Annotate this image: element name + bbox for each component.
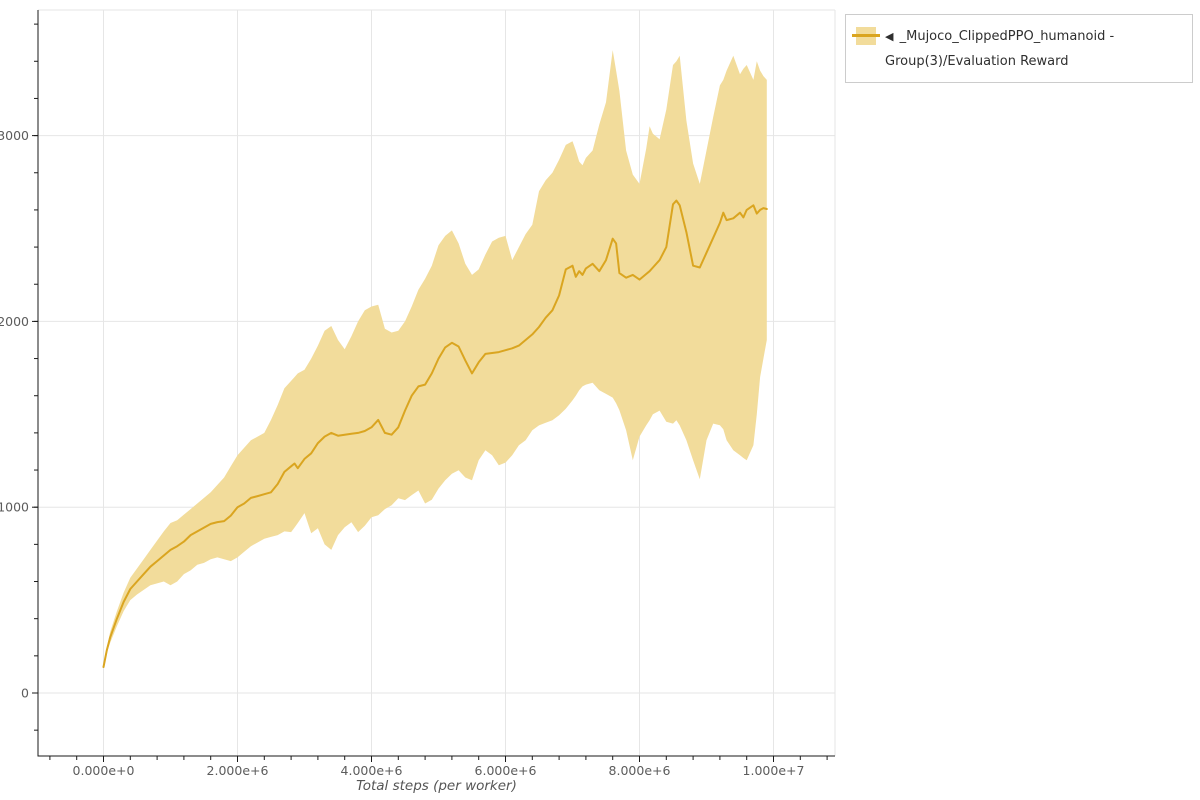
legend-band-swatch-icon xyxy=(852,27,880,45)
x-tick-label: 1.000e+7 xyxy=(743,763,805,778)
x-axis-title: Total steps (per worker) xyxy=(356,778,517,794)
x-tick-label: 2.000e+6 xyxy=(207,763,269,778)
legend-label: ◀ _Mujoco_ClippedPPO_humanoid - Group(3)… xyxy=(885,24,1182,74)
legend-item-evaluation-reward[interactable]: ◀ _Mujoco_ClippedPPO_humanoid - Group(3)… xyxy=(852,24,1182,74)
confidence-band xyxy=(103,50,767,669)
mean-reward-line xyxy=(102,199,768,668)
x-tick-label: 6.000e+6 xyxy=(475,763,537,778)
y-tick-label: 1000 xyxy=(0,500,29,515)
y-tick-label: 0 xyxy=(21,686,29,701)
legend-label-text: _Mujoco_ClippedPPO_humanoid - Group(3)/E… xyxy=(885,29,1115,69)
y-tick-label: 3000 xyxy=(0,128,29,143)
x-tick-label: 0.000e+0 xyxy=(73,763,135,778)
collapse-triangle-icon: ◀ xyxy=(885,30,894,43)
x-tick-label: 4.000e+6 xyxy=(341,763,403,778)
y-tick-label: 2000 xyxy=(0,314,29,329)
legend-box: ◀ _Mujoco_ClippedPPO_humanoid - Group(3)… xyxy=(845,14,1193,83)
x-tick-label: 8.000e+6 xyxy=(609,763,671,778)
line-color-icon xyxy=(852,34,880,37)
